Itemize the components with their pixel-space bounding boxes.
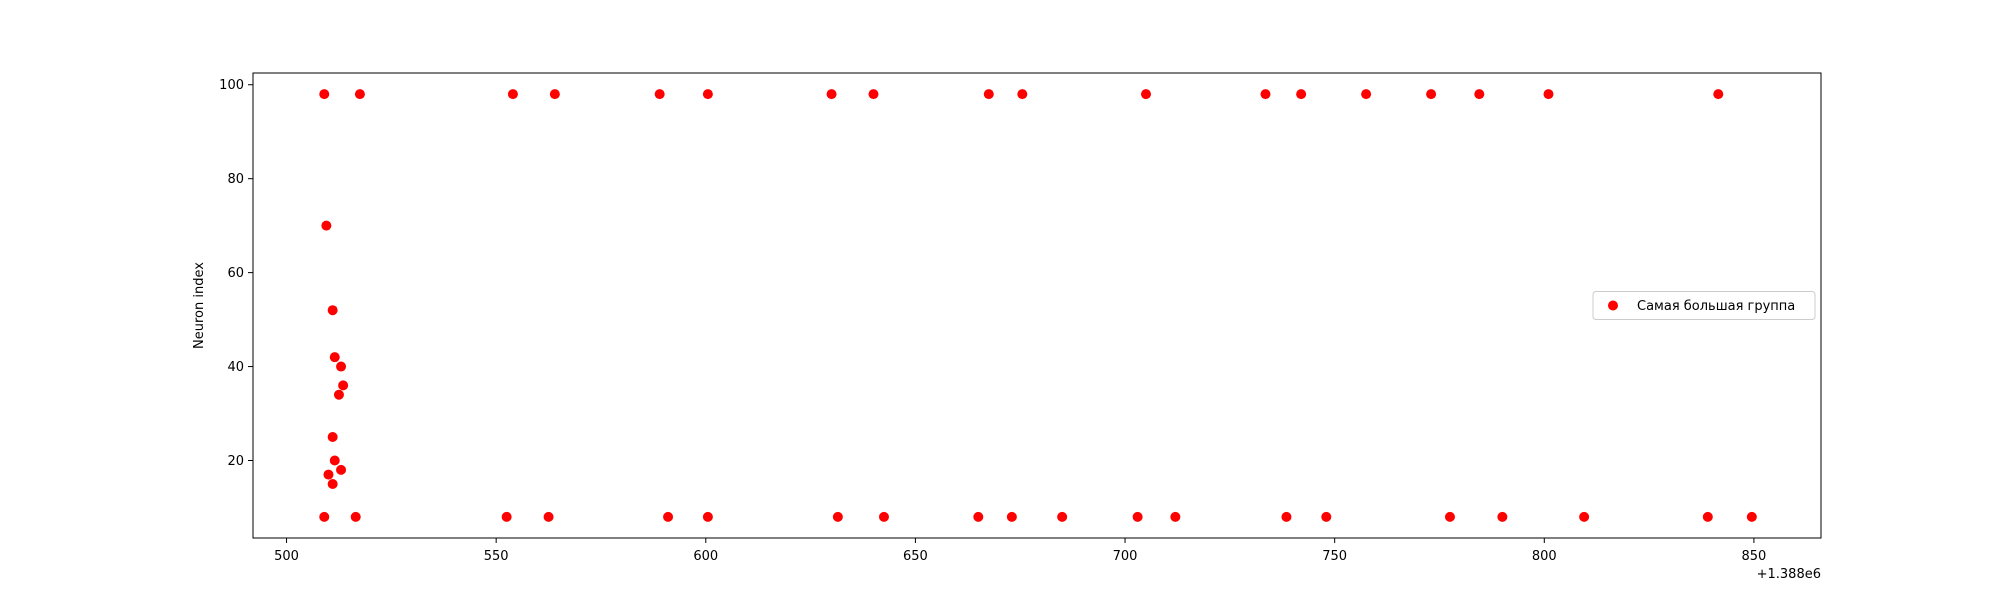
data-point (1260, 89, 1271, 100)
data-point (336, 361, 347, 372)
y-tick-label: 80 (227, 172, 244, 187)
x-tick-label: 850 (1742, 549, 1767, 564)
x-tick-label: 800 (1532, 549, 1557, 564)
data-point (323, 469, 334, 480)
x-tick-label: 700 (1113, 549, 1138, 564)
x-tick-label: 750 (1322, 549, 1347, 564)
data-point (319, 511, 330, 522)
data-point (1017, 89, 1028, 100)
legend-box (1592, 291, 1816, 320)
data-point (1746, 511, 1757, 522)
legend: Самая большая группа (1592, 291, 1816, 320)
plot-area-frame (252, 72, 1822, 539)
data-point (354, 89, 365, 100)
data-point (319, 89, 330, 100)
data-point (868, 89, 879, 100)
y-axis-label: Neuron index (192, 262, 207, 349)
data-point (1426, 89, 1437, 100)
data-points (319, 89, 1757, 522)
data-point (663, 511, 674, 522)
data-point (702, 511, 713, 522)
data-point (1141, 89, 1152, 100)
data-point (1444, 511, 1455, 522)
data-point (654, 89, 665, 100)
x-axis-offset-label: +1.388e6 (1757, 567, 1821, 582)
data-point (1132, 511, 1143, 522)
data-point (832, 511, 843, 522)
data-point (507, 89, 518, 100)
data-point (1497, 511, 1508, 522)
data-point (878, 511, 889, 522)
data-point (826, 89, 837, 100)
x-tick-label: 600 (693, 549, 718, 564)
data-point (983, 89, 994, 100)
legend-marker (1608, 300, 1618, 311)
data-point (350, 511, 361, 522)
data-point (1296, 89, 1307, 100)
data-point (1474, 89, 1485, 100)
data-point (1281, 511, 1292, 522)
y-axis: 20 40 60 80 100 (219, 78, 253, 469)
legend-label: Самая большая группа (1637, 299, 1795, 314)
data-point (321, 220, 332, 231)
x-tick-label: 650 (903, 549, 928, 564)
data-point (501, 511, 512, 522)
data-point (338, 380, 349, 391)
data-point (329, 455, 340, 466)
data-point (1702, 511, 1713, 522)
data-point (549, 89, 560, 100)
data-point (1057, 511, 1068, 522)
data-point (336, 464, 347, 475)
data-point (1713, 89, 1724, 100)
x-axis: 500 550 600 650 700 750 800 850 (274, 538, 1766, 564)
data-point (327, 478, 338, 489)
data-point (543, 511, 554, 522)
x-tick-label: 550 (484, 549, 509, 564)
data-point (702, 89, 713, 100)
y-tick-label: 100 (219, 78, 244, 93)
y-tick-label: 40 (227, 360, 244, 375)
data-point (333, 389, 344, 400)
data-point (327, 305, 338, 316)
data-point (1361, 89, 1372, 100)
y-tick-label: 20 (227, 454, 244, 469)
data-point (329, 352, 340, 363)
data-point (327, 432, 338, 443)
data-point (1543, 89, 1554, 100)
x-tick-label: 500 (274, 549, 299, 564)
data-point (1579, 511, 1590, 522)
data-point (1170, 511, 1181, 522)
data-point (1321, 511, 1332, 522)
data-point (1006, 511, 1017, 522)
data-point (973, 511, 984, 522)
y-tick-label: 60 (227, 266, 244, 281)
